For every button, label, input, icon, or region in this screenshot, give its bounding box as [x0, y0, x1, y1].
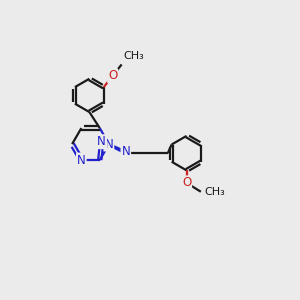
Text: N: N — [105, 138, 113, 151]
Text: N: N — [97, 135, 106, 148]
Text: CH₃: CH₃ — [123, 51, 144, 61]
Text: CH₃: CH₃ — [204, 187, 225, 197]
Text: N: N — [77, 154, 86, 166]
Text: N: N — [122, 145, 130, 158]
Text: O: O — [182, 176, 191, 189]
Text: O: O — [108, 69, 117, 82]
